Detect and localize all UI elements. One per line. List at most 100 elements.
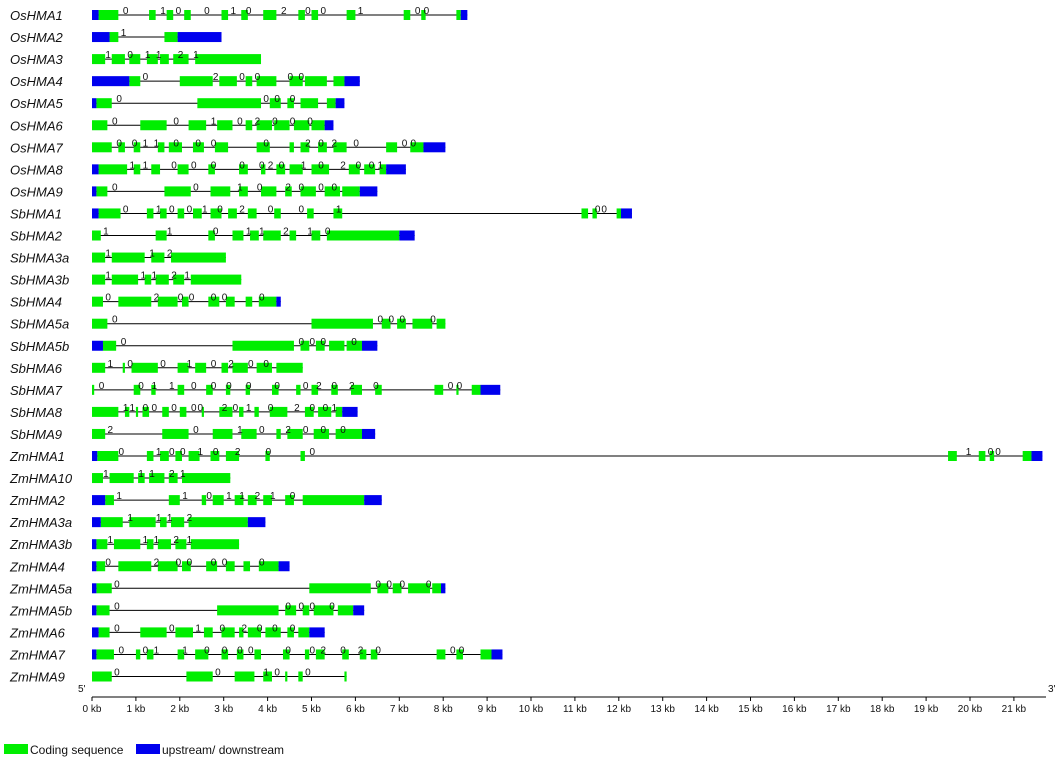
gene-row: ZmHMA1 0 1 0 0 1 0 2 0 0 1 0 0	[9, 447, 1043, 464]
gene-name: ZmHMA9	[9, 670, 65, 685]
cds-exon	[989, 451, 995, 461]
cds-exon	[133, 384, 141, 395]
intron-phase-label: 0	[195, 138, 201, 149]
intron-phase-label: 0	[310, 337, 316, 348]
gene-name: ZmHMA3a	[9, 515, 72, 530]
intron-phase-label: 1	[167, 227, 173, 238]
cds-exon	[298, 671, 303, 682]
intron-phase-label: 0	[143, 72, 149, 83]
intron-phase-label: 0	[263, 94, 269, 105]
legend-utr-swatch	[136, 744, 160, 754]
cds-exon	[171, 252, 226, 263]
intron-phase-label: 0	[211, 557, 217, 568]
axis-tick-label: 10 kb	[519, 704, 544, 715]
intron-phase-label: 1	[187, 535, 193, 546]
cds-exon	[129, 54, 141, 65]
intron-phase-label: 0	[222, 293, 228, 304]
cds-exon	[263, 495, 272, 506]
three-prime-label: 3'	[1048, 684, 1056, 695]
cds-exon	[241, 10, 248, 20]
cds-exon	[329, 340, 345, 351]
gene-row: ZmHMA2 1 1 0 1 1 2 1 0	[9, 491, 382, 508]
intron-phase-label: 2	[320, 645, 326, 656]
intron-phase-label: 2	[285, 425, 291, 436]
intron-phase-label: 2	[316, 381, 322, 392]
cds-exon	[326, 98, 336, 109]
cds-exon	[92, 230, 101, 241]
utr-segment	[386, 164, 406, 175]
axis-tick-label: 7 kb	[390, 704, 409, 715]
cds-exon	[177, 384, 185, 395]
intron-phase-label: 2	[281, 6, 287, 17]
axis-tick-label: 15 kb	[738, 704, 763, 715]
intron-phase-label: 0	[331, 381, 337, 392]
cds-exon	[181, 296, 189, 307]
gene-row: OsHMA6 0 0 1 0 2 0 0 0	[10, 116, 334, 133]
cds-exon	[208, 296, 220, 307]
cds-exon	[348, 164, 360, 175]
gene-name: ZmHMA1	[9, 449, 65, 464]
intron-phase-label: 0	[213, 447, 219, 458]
cds-exon	[225, 384, 231, 395]
cds-exon	[245, 120, 253, 131]
utr-segment	[399, 230, 415, 241]
intron-phase-label: 1	[307, 227, 313, 238]
intron-phase-label: 0	[325, 227, 331, 238]
axis-tick-label: 11 kb	[563, 704, 587, 715]
cds-exon	[300, 142, 310, 153]
cds-exon	[92, 406, 119, 417]
cds-exon	[412, 318, 433, 329]
intron-phase-label: 0	[211, 160, 217, 171]
intron-phase-label: 2	[167, 249, 173, 260]
intron-phase-label: 0	[171, 160, 177, 171]
axis-tick-label: 3 kb	[214, 704, 233, 715]
cds-exon	[232, 362, 248, 373]
cds-exon	[140, 627, 167, 638]
intron-phase-label: 0	[222, 645, 228, 656]
intron-phase-label: 0	[237, 645, 243, 656]
intron-phase-label: 1	[198, 447, 204, 458]
cds-exon	[92, 318, 108, 329]
utr-segment	[92, 627, 99, 638]
cds-exon	[203, 627, 213, 638]
gene-name: OsHMA4	[10, 74, 63, 89]
intron-phase-label: 1	[195, 623, 201, 634]
intron-phase-label: 0	[127, 50, 133, 61]
gene-row: SbHMA3a 1 1 2	[10, 249, 226, 266]
utr-segment	[276, 296, 281, 307]
cds-exon	[256, 120, 272, 131]
cds-exon	[256, 76, 277, 87]
intron-phase-label: 0	[211, 293, 217, 304]
cds-exon	[333, 208, 343, 219]
cds-exon	[243, 561, 251, 572]
intron-phase-label: 0	[116, 138, 122, 149]
cds-exon	[289, 142, 294, 153]
utr-segment	[480, 384, 501, 395]
gene-name: ZmHMA3b	[9, 537, 72, 552]
intron-phase-label: 0	[272, 116, 278, 127]
cds-exon	[135, 406, 139, 417]
cds-exon	[186, 671, 213, 682]
axis-tick-label: 14 kb	[694, 704, 719, 715]
intron-phase-label: 0	[299, 337, 305, 348]
gene-row: OsHMA1 0 1 0 0 1 0 2 0 0 1 0 0	[10, 6, 468, 23]
cds-exon	[228, 208, 237, 219]
cds-exon	[234, 671, 255, 682]
utr-segment	[324, 120, 334, 131]
utr-segment	[460, 10, 468, 20]
cds-exon	[181, 473, 231, 484]
intron-phase-label: 0	[169, 623, 175, 634]
cds-exon	[122, 362, 125, 373]
gene-name: OsHMA3	[10, 52, 64, 67]
cds-exon	[581, 208, 589, 219]
cds-exon	[92, 384, 95, 395]
utr-segment	[359, 186, 378, 197]
cds-exon	[256, 142, 270, 153]
cds-exon	[239, 164, 248, 175]
axis-tick-label: 20 kb	[958, 704, 983, 715]
intron-phase-label: 0	[233, 403, 239, 414]
intron-phase-label: 0	[285, 601, 291, 612]
cds-exon	[201, 495, 207, 506]
intron-phase-label: 1	[193, 50, 199, 61]
cds-exon	[256, 362, 272, 373]
